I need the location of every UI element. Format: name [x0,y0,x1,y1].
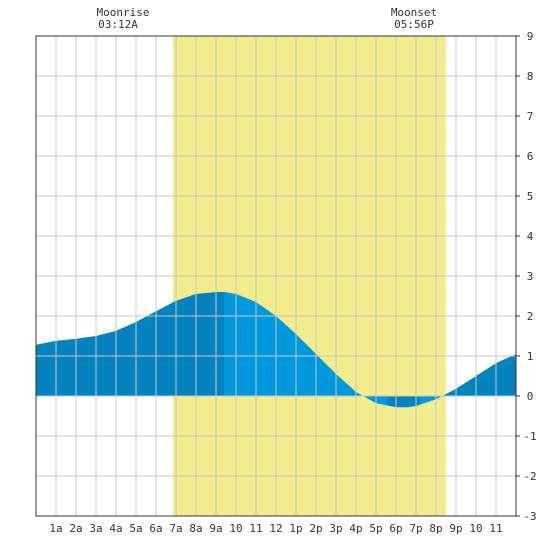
y-tick-label: 8 [527,70,534,83]
x-tick-label: 8a [189,522,202,535]
y-tick-label: -3 [523,510,536,523]
y-tick-label: 7 [527,110,534,123]
y-tick-label: 2 [527,310,534,323]
y-tick-label: 4 [527,230,534,243]
x-tick-label: 4a [109,522,122,535]
x-tick-label: 3p [329,522,342,535]
x-tick-label: 10 [229,522,242,535]
moonset-time: 05:56P [394,18,434,31]
moonrise-label: Moonrise [97,6,150,19]
y-tick-label: 5 [527,190,534,203]
x-tick-label: 9a [209,522,222,535]
tide-area [36,292,224,396]
x-tick-label: 2p [309,522,322,535]
x-tick-label: 11 [249,522,262,535]
x-tick-label: 3a [89,522,102,535]
x-tick-label: 4p [349,522,362,535]
x-tick-label: 5a [129,522,142,535]
x-tick-label: 11 [489,522,502,535]
y-tick-label: -1 [523,430,536,443]
x-tick-label: 8p [429,522,442,535]
x-tick-label: 6p [389,522,402,535]
y-tick-label: 3 [527,270,534,283]
x-tick-label: 9p [449,522,462,535]
x-tick-label: 7p [409,522,422,535]
y-tick-label: 6 [527,150,534,163]
x-tick-label: 10 [469,522,482,535]
y-tick-label: 0 [527,390,534,403]
tide-area [420,394,446,405]
y-tick-label: 1 [527,350,534,363]
x-tick-label: 6a [149,522,162,535]
x-tick-label: 5p [369,522,382,535]
y-tick-label: -2 [523,470,536,483]
x-tick-label: 1p [289,522,302,535]
x-tick-label: 1a [49,522,62,535]
moonrise-time: 03:12A [98,18,138,31]
x-tick-label: 7a [169,522,182,535]
x-tick-label: 2a [69,522,82,535]
tide-area [388,396,420,408]
y-tick-label: 9 [527,30,534,43]
tide-area [446,354,516,396]
moonset-label: Moonset [391,6,437,19]
x-tick-label: 12 [269,522,282,535]
tide-area [224,292,388,406]
